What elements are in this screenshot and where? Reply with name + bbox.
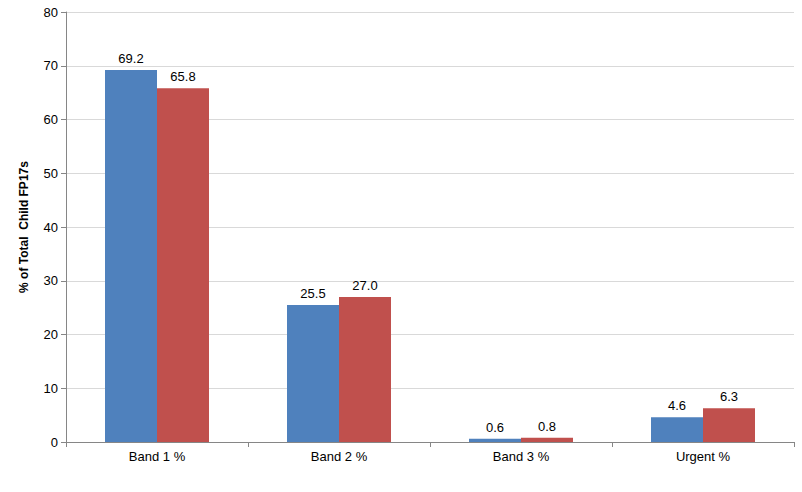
svg-text:Urgent %: Urgent %: [676, 449, 731, 464]
svg-text:6.3: 6.3: [720, 389, 738, 404]
svg-text:70: 70: [44, 58, 58, 73]
svg-text:Band 1 %: Band 1 %: [129, 449, 186, 464]
svg-text:30: 30: [44, 273, 58, 288]
svg-text:60: 60: [44, 112, 58, 127]
svg-text:10: 10: [44, 381, 58, 396]
svg-text:25.5: 25.5: [300, 286, 325, 301]
svg-text:65.8: 65.8: [170, 69, 195, 84]
svg-text:4.6: 4.6: [668, 398, 686, 413]
svg-text:27.0: 27.0: [352, 278, 377, 293]
svg-text:50: 50: [44, 166, 58, 181]
svg-text:% of Total Child FP17s: % of Total Child FP17s: [17, 161, 31, 293]
svg-text:Band 2 %: Band 2 %: [311, 449, 368, 464]
svg-text:0: 0: [51, 435, 58, 450]
svg-text:Band 3 %: Band 3 %: [493, 449, 550, 464]
svg-text:0.6: 0.6: [486, 420, 504, 435]
svg-text:40: 40: [44, 220, 58, 235]
svg-text:80: 80: [44, 5, 58, 20]
svg-text:69.2: 69.2: [118, 51, 143, 66]
svg-text:0.8: 0.8: [538, 419, 556, 434]
svg-text:20: 20: [44, 327, 58, 342]
